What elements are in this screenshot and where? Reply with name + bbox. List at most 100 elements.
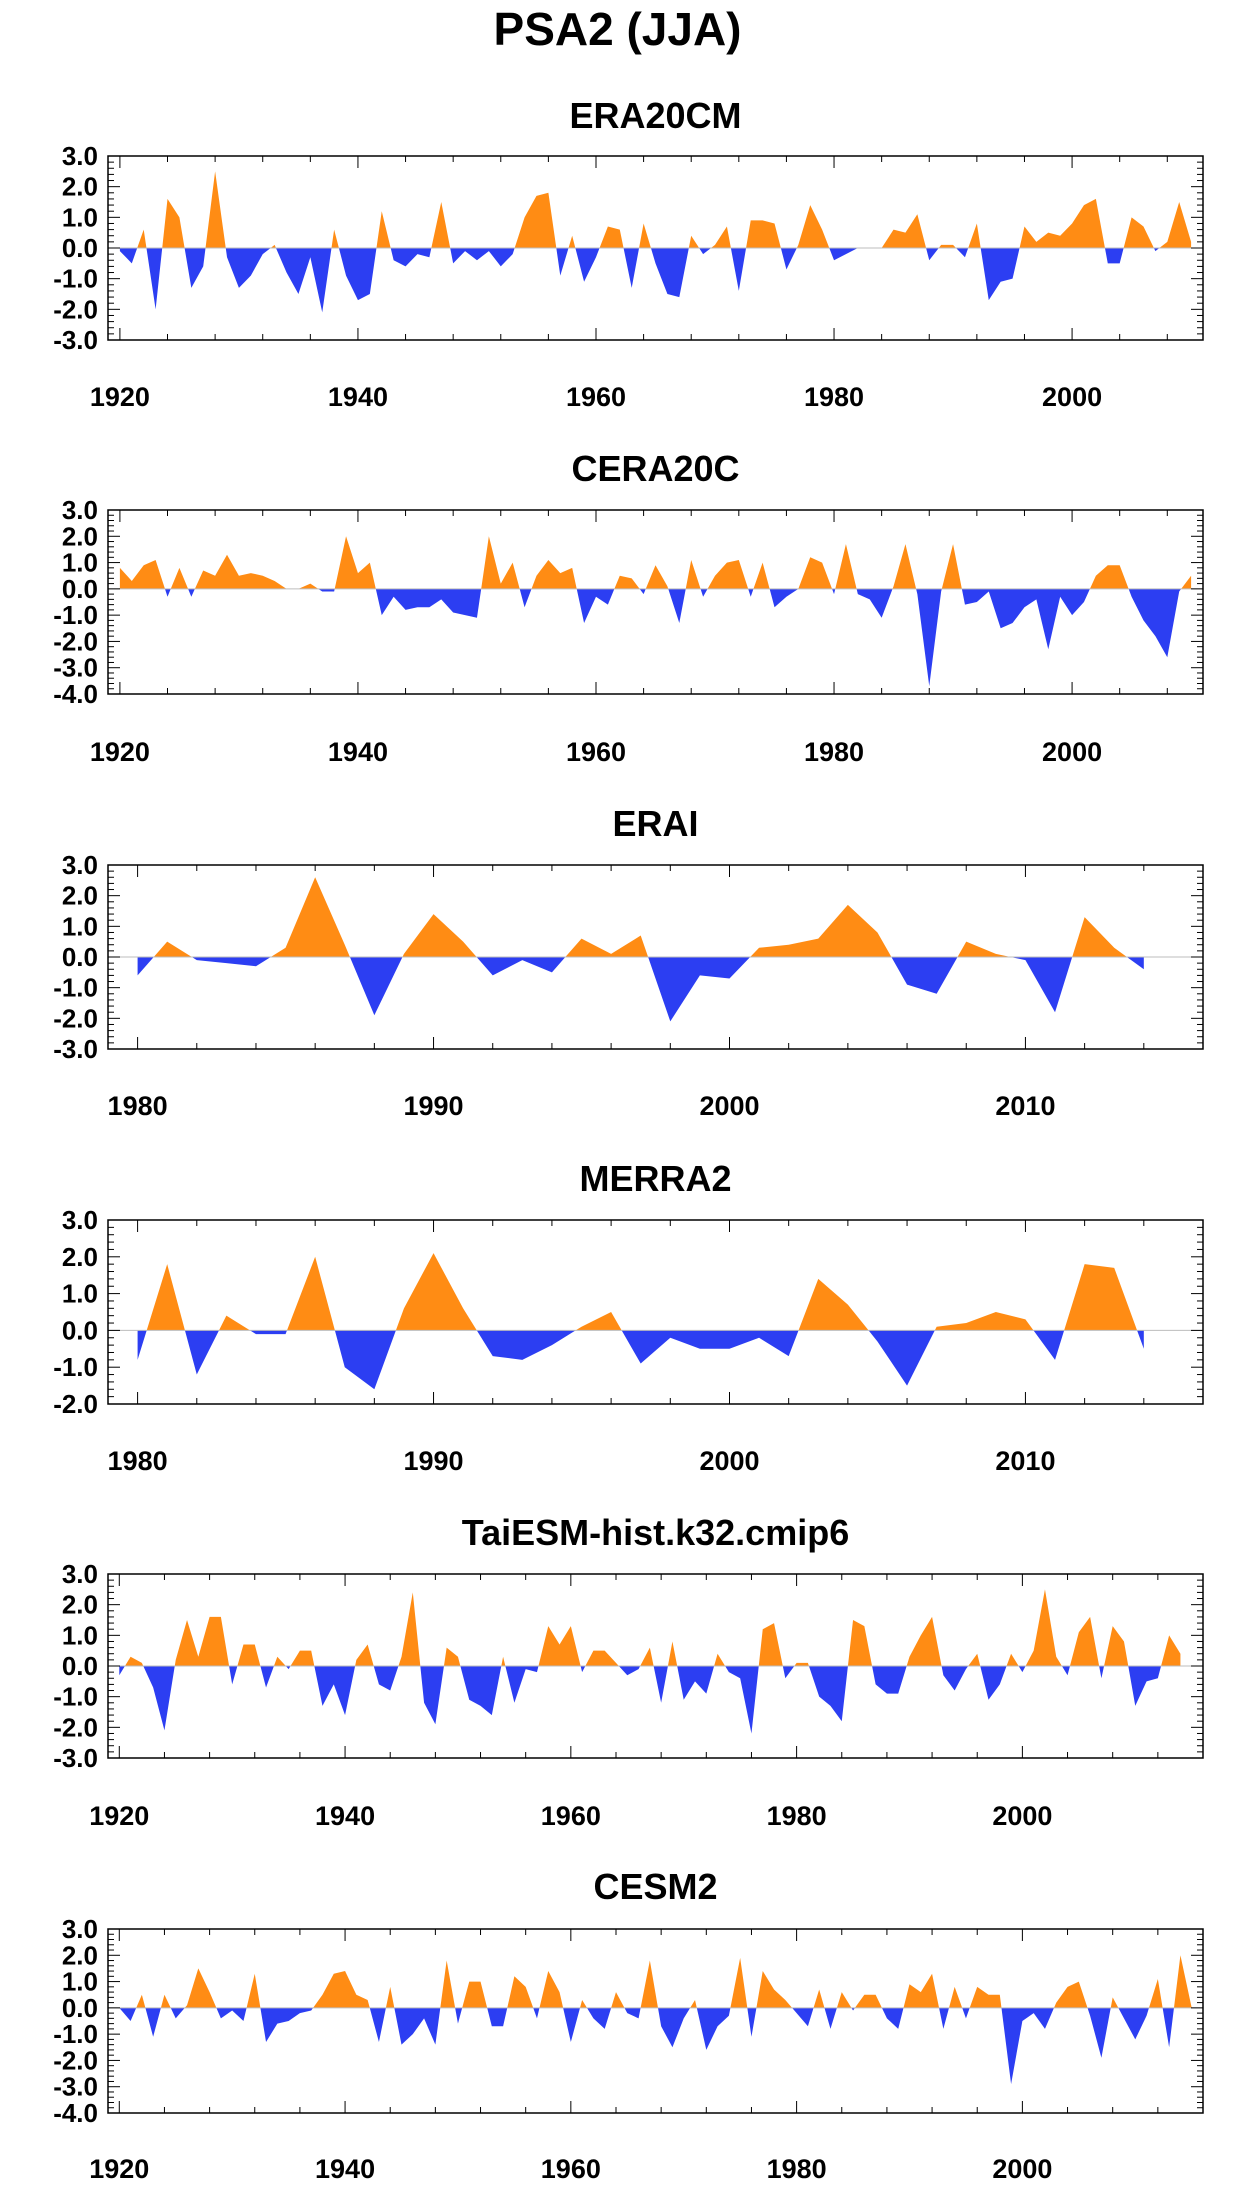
y-tick-label: 3.0 xyxy=(62,1914,98,1944)
x-tick-label: 2000 xyxy=(1042,737,1102,767)
positive-area xyxy=(136,1955,1192,2008)
y-tick-label: 0.0 xyxy=(62,1651,98,1681)
negative-area xyxy=(119,588,1192,687)
y-tick-label: -1.0 xyxy=(53,1682,98,1712)
y-tick-label: -2.0 xyxy=(53,1389,98,1419)
y-tick-label: 2.0 xyxy=(62,1242,98,1272)
y-tick-label: -2.0 xyxy=(53,1003,98,1033)
y-tick-label: -1.0 xyxy=(53,973,98,1003)
chart-panel-3: MERRA2 3.0 2.0 1.0 0.0 -1.0 -2.0 1980 1990 2000 20… xyxy=(53,1158,1204,1476)
positive-area xyxy=(119,1589,1181,1666)
positive-area xyxy=(137,1253,1144,1331)
y-tick-label: 0.0 xyxy=(62,233,98,263)
x-tick-label: 1940 xyxy=(328,737,388,767)
page-title: PSA2 (JJA) xyxy=(493,3,742,55)
y-tick-label: -2.0 xyxy=(53,2045,98,2075)
y-tick-label: -4.0 xyxy=(53,679,98,709)
y-tick-label: 0.0 xyxy=(62,1315,98,1345)
x-tick-label: 2010 xyxy=(995,1091,1055,1121)
y-tick-label: 1.0 xyxy=(62,202,98,232)
y-tick-label: 0.0 xyxy=(62,574,98,604)
x-tick-label: 1960 xyxy=(541,1801,601,1831)
y-tick-label: 1.0 xyxy=(62,1620,98,1650)
y-tick-label: 3.0 xyxy=(62,495,98,525)
negative-area xyxy=(137,957,1144,1022)
positive-area xyxy=(119,536,1192,589)
y-tick-label: 3.0 xyxy=(62,850,98,880)
y-tick-label: 1.0 xyxy=(62,1279,98,1309)
chart-panel-0: ERA20CM 3.02.01.00.0-1.0-2.0-3.0 1920 1940 1… xyxy=(53,95,1204,412)
y-tick-label: -4.0 xyxy=(53,2098,98,2128)
y-tick-label: 1.0 xyxy=(62,548,98,578)
plot-frame xyxy=(107,509,1204,695)
x-tick-label: 1920 xyxy=(89,1801,149,1831)
y-tick-label: 2.0 xyxy=(62,521,98,551)
chart-panel-4: TaiESM-hist.k32.cmip6 3.02.01.00.0-1.0-2.… xyxy=(53,1512,1204,1831)
x-tick-label: 1990 xyxy=(404,1091,464,1121)
x-tick-label: 2000 xyxy=(1042,382,1102,412)
chart-title: CESM2 xyxy=(593,1866,717,1907)
x-tick-label: 1940 xyxy=(328,382,388,412)
positive-area xyxy=(137,877,1144,957)
y-tick-label: -3.0 xyxy=(53,1034,98,1064)
y-tick-label: 0.0 xyxy=(62,942,98,972)
x-tick-label: 1960 xyxy=(541,2154,601,2184)
y-tick-label: 0.0 xyxy=(62,1993,98,2023)
plot-frame xyxy=(107,1219,1204,1405)
x-tick-label: 1990 xyxy=(404,1446,464,1476)
x-tick-label: 1980 xyxy=(108,1446,168,1476)
negative-area xyxy=(119,1666,1181,1734)
x-tick-label: 2000 xyxy=(699,1446,759,1476)
plot-frame xyxy=(107,1928,1204,2114)
x-tick-label: 1960 xyxy=(566,382,626,412)
y-tick-label: -3.0 xyxy=(53,1743,98,1773)
x-tick-label: 2010 xyxy=(995,1446,1055,1476)
y-tick-label: 2.0 xyxy=(62,881,98,911)
x-tick-label: 1920 xyxy=(90,382,150,412)
x-tick-label: 1940 xyxy=(315,2154,375,2184)
negative-area xyxy=(137,1330,1144,1390)
chart-panel-2: ERAI 3.02.01.00.0-1.0-2.0-3.0 1980 1990 2000… xyxy=(53,803,1204,1121)
x-tick-label: 2000 xyxy=(699,1091,759,1121)
y-tick-label: -2.0 xyxy=(53,626,98,656)
y-tick-label: -1.0 xyxy=(53,264,98,294)
y-tick-label: 3.0 xyxy=(62,1559,98,1589)
y-tick-label: 1.0 xyxy=(62,1967,98,1997)
y-tick-label: 3.0 xyxy=(62,141,98,171)
positive-area xyxy=(119,171,1192,248)
y-tick-label: -1.0 xyxy=(53,2019,98,2049)
x-tick-label: 1920 xyxy=(90,737,150,767)
chart-panel-5: CESM2 3.02.01.00.0-1.0-2.0-3.0-4.0 1920 194… xyxy=(53,1866,1204,2184)
y-tick-label: -2.0 xyxy=(53,294,98,324)
y-tick-label: 2.0 xyxy=(62,1590,98,1620)
y-tick-label: 3.0 xyxy=(62,1205,98,1235)
x-tick-label: 1980 xyxy=(804,737,864,767)
y-tick-label: -1.0 xyxy=(53,600,98,630)
negative-area xyxy=(119,2007,1192,2085)
y-tick-label: -3.0 xyxy=(53,2072,98,2102)
chart-title: MERRA2 xyxy=(579,1158,731,1199)
y-tick-label: 2.0 xyxy=(62,1940,98,1970)
chart-panel-1: CERA20C 3.02.01.00.0-1.0-2.0-3.0-4.0 1920 1… xyxy=(53,448,1204,767)
chart-title: ERA20CM xyxy=(569,95,741,136)
y-tick-label: -2.0 xyxy=(53,1712,98,1742)
chart-title: ERAI xyxy=(612,803,698,844)
chart-title: CERA20C xyxy=(571,448,739,489)
x-tick-label: 2000 xyxy=(992,2154,1052,2184)
y-tick-label: 2.0 xyxy=(62,172,98,202)
y-tick-label: 1.0 xyxy=(62,911,98,941)
x-tick-label: 1920 xyxy=(89,2154,149,2184)
x-tick-label: 1960 xyxy=(566,737,626,767)
negative-area xyxy=(119,248,1192,313)
y-tick-label: -1.0 xyxy=(53,1352,98,1382)
x-tick-label: 1980 xyxy=(767,2154,827,2184)
y-tick-label: -3.0 xyxy=(53,653,98,683)
x-tick-label: 1980 xyxy=(767,1801,827,1831)
x-tick-label: 1980 xyxy=(108,1091,168,1121)
x-tick-label: 1980 xyxy=(804,382,864,412)
x-tick-label: 2000 xyxy=(992,1801,1052,1831)
chart-title: TaiESM-hist.k32.cmip6 xyxy=(462,1512,849,1553)
y-tick-label: -3.0 xyxy=(53,325,98,355)
x-tick-label: 1940 xyxy=(315,1801,375,1831)
